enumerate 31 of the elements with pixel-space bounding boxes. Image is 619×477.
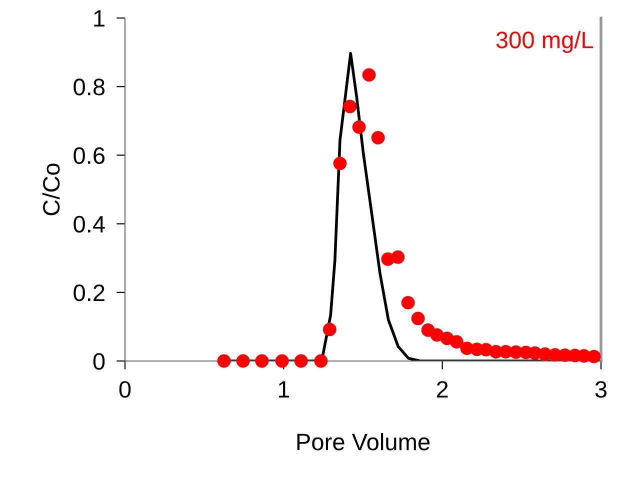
point <box>333 156 347 170</box>
x-tick-label: 3 <box>595 381 607 398</box>
point <box>322 322 336 336</box>
point <box>430 328 444 342</box>
point <box>362 68 376 82</box>
point <box>343 100 357 114</box>
point <box>352 120 366 134</box>
point <box>275 354 289 368</box>
y-axis-title: C/Co <box>42 164 60 216</box>
point <box>411 312 425 326</box>
x-tick-label: 0 <box>119 381 131 398</box>
point <box>450 335 464 348</box>
y-tick-label: 1 <box>94 10 104 27</box>
y-tick-label: 0.6 <box>74 147 105 164</box>
x-tick-label: 2 <box>436 381 448 398</box>
point <box>236 354 250 368</box>
point <box>371 131 385 144</box>
point <box>587 350 601 364</box>
point <box>401 296 415 310</box>
y-tick-label: 0 <box>93 353 105 370</box>
x-axis-title: Pore Volume <box>297 433 430 450</box>
point <box>255 354 269 368</box>
point <box>314 354 328 368</box>
point <box>391 250 405 264</box>
point <box>294 354 308 368</box>
point <box>217 354 231 368</box>
y-tick-label: 0.4 <box>74 216 105 233</box>
y-tick-label: 0.2 <box>74 284 104 302</box>
x-tick-label: 1 <box>278 381 290 398</box>
y-tick-label: 0.8 <box>74 78 105 96</box>
annotation: 300 mg/L <box>496 31 594 54</box>
